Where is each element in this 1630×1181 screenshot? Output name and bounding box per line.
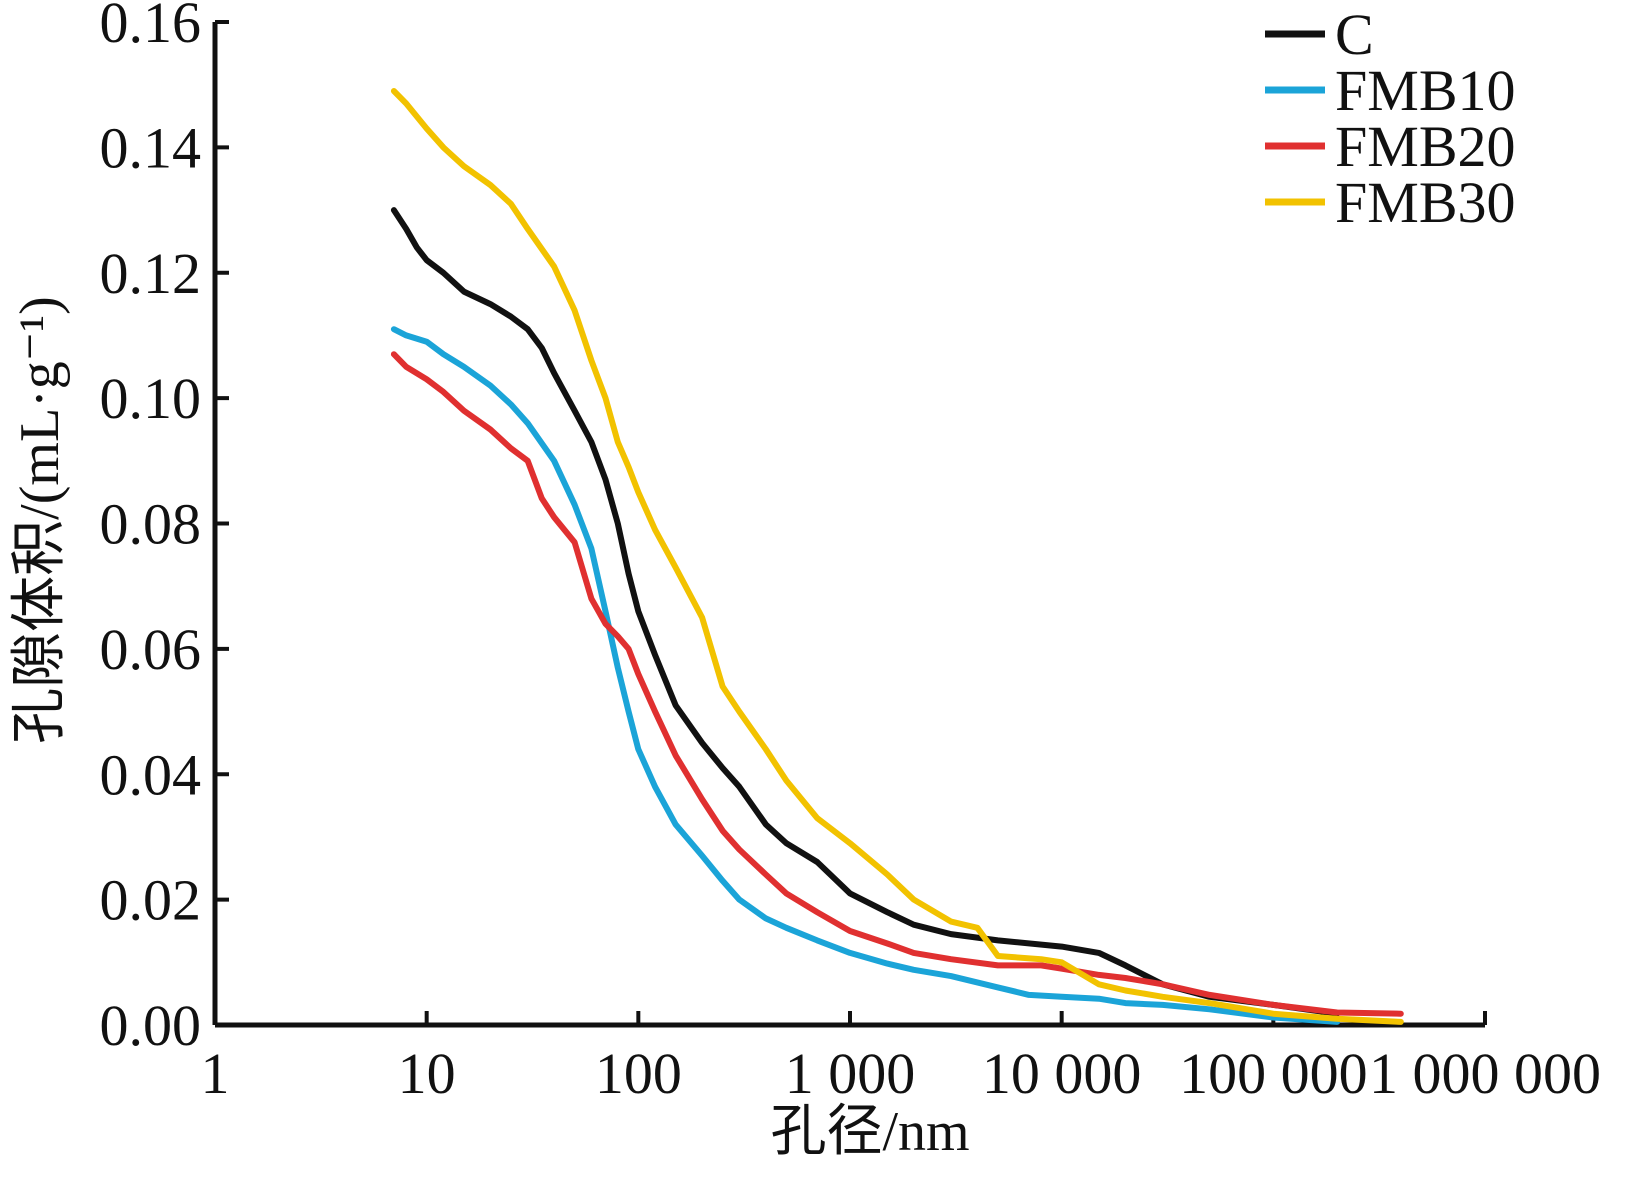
series-line-c bbox=[390, 207, 1341, 1017]
series-line-fmb10 bbox=[390, 326, 1341, 1025]
series-line-fmb30 bbox=[390, 88, 1404, 1025]
legend-label-c: C bbox=[1335, 2, 1374, 67]
x-tick-label: 10 bbox=[398, 1041, 456, 1106]
series-line-fmb20 bbox=[390, 351, 1404, 1017]
x-tick-label: 100 bbox=[595, 1041, 682, 1106]
legend-label-fmb30: FMB30 bbox=[1335, 170, 1516, 235]
legend-label-fmb10: FMB10 bbox=[1335, 58, 1516, 123]
y-axis-title: 孔隙体积/(mL·g⁻¹) bbox=[9, 296, 71, 744]
y-tick-label: 0.16 bbox=[100, 0, 202, 55]
y-tick-label: 0.08 bbox=[100, 492, 202, 557]
series-lines bbox=[390, 88, 1404, 1025]
x-tick-label: 1 bbox=[201, 1041, 230, 1106]
y-tick-label: 0.00 bbox=[100, 993, 202, 1058]
axes: 0.00 0.02 0.04 0.06 0.08 0.10 0.12 0.14 0.16 1 10 1… bbox=[100, 0, 1602, 1106]
x-tick-label: 10 000 bbox=[982, 1041, 1142, 1106]
x-tick-label: 100 000 bbox=[1179, 1041, 1368, 1106]
y-tick-label: 0.12 bbox=[100, 241, 202, 306]
y-tick-label: 0.04 bbox=[100, 742, 202, 807]
x-tick-label: 1 000 000 bbox=[1369, 1041, 1601, 1106]
y-tick-label: 0.14 bbox=[100, 115, 202, 180]
y-tick-label: 0.02 bbox=[100, 868, 202, 933]
y-tick-label: 0.10 bbox=[100, 366, 202, 431]
y-tick-label: 0.06 bbox=[100, 617, 202, 682]
x-axis-title: 孔径/nm bbox=[770, 1101, 969, 1163]
x-tick-label: 1 000 bbox=[785, 1041, 916, 1106]
legend-label-fmb20: FMB20 bbox=[1335, 114, 1516, 179]
